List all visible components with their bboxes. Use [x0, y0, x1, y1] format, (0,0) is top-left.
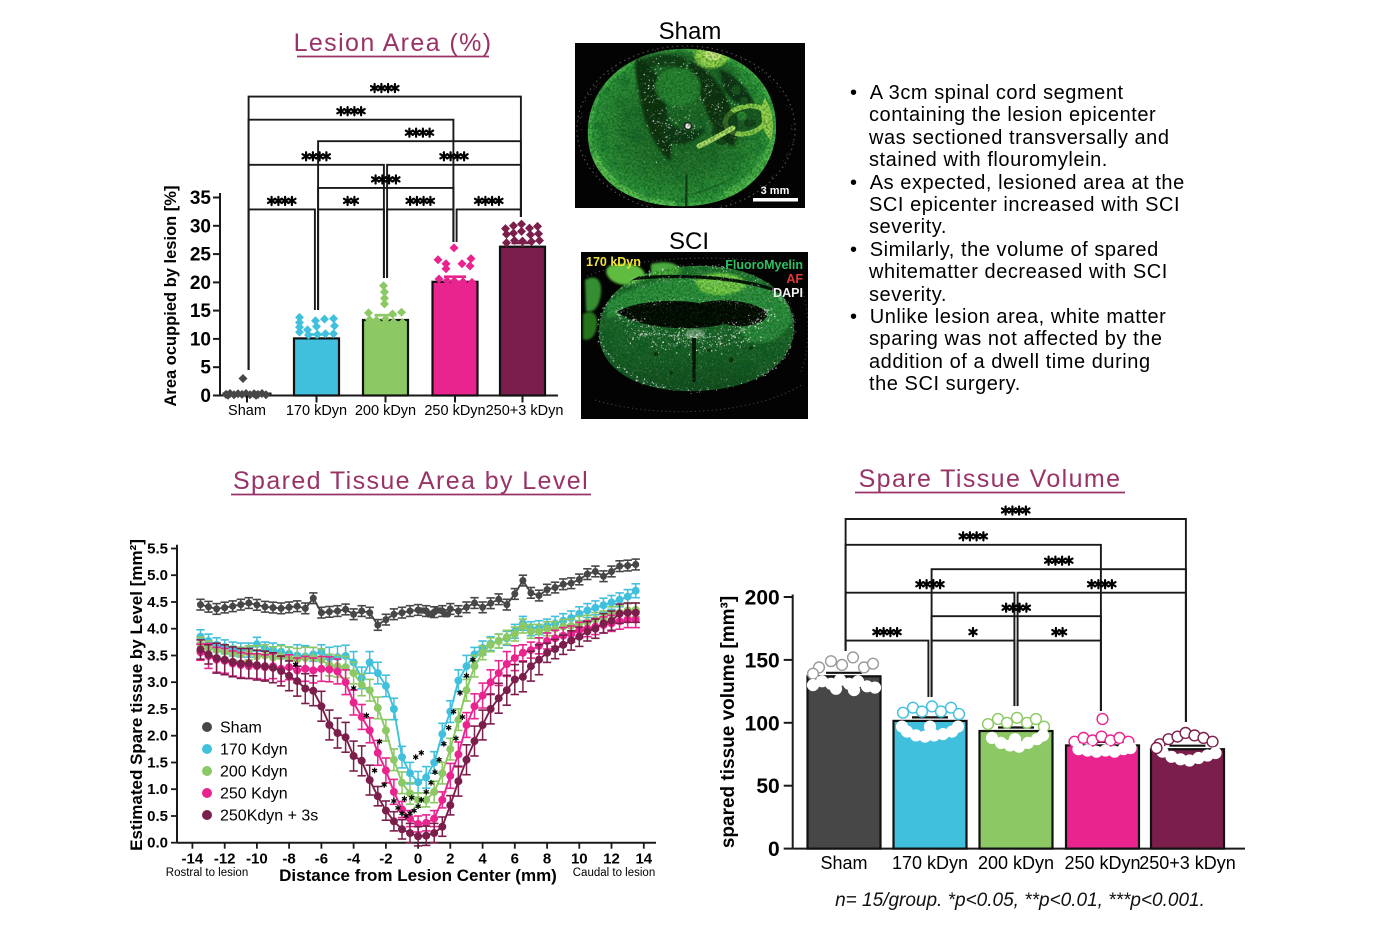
- svg-text:10: 10: [190, 329, 211, 350]
- svg-text:Area ocuppied by lesion [%]: Area ocuppied by lesion [%]: [162, 186, 180, 407]
- svg-text:250 kDyn: 250 kDyn: [1064, 853, 1140, 873]
- svg-text:25: 25: [190, 245, 212, 266]
- svg-text:5.0: 5.0: [147, 567, 168, 584]
- svg-text:5.5: 5.5: [147, 541, 168, 558]
- svg-text:-12: -12: [214, 851, 236, 868]
- svg-text:n= 15/group. *p<0.05, **p<0.01: n= 15/group. *p<0.05, **p<0.01, ***p<0.0…: [835, 890, 1205, 911]
- svg-text:150: 150: [745, 649, 780, 672]
- svg-text:200: 200: [745, 587, 780, 610]
- svg-text:3 mm: 3 mm: [761, 185, 790, 197]
- svg-text:0: 0: [768, 838, 780, 861]
- svg-text:6: 6: [511, 851, 519, 868]
- svg-text:8: 8: [543, 851, 551, 868]
- svg-text:2.0: 2.0: [147, 728, 168, 745]
- svg-text:200 kDyn: 200 kDyn: [355, 403, 416, 419]
- svg-text:20: 20: [190, 273, 211, 294]
- svg-text:4: 4: [478, 851, 487, 868]
- svg-text:Spare Tissue Volume: Spare Tissue Volume: [859, 465, 1122, 493]
- svg-text:Sham: Sham: [820, 853, 867, 873]
- svg-text:Estimated Spare tissue by Leve: Estimated Spare tissue by Level [mm²]: [127, 539, 146, 851]
- svg-text:35: 35: [190, 188, 212, 209]
- svg-text:12: 12: [603, 851, 620, 868]
- svg-text:Sham: Sham: [659, 18, 722, 45]
- svg-text:3.0: 3.0: [147, 674, 168, 691]
- svg-text:4.0: 4.0: [147, 621, 168, 638]
- svg-text:Distance from Lesion Center (m: Distance from Lesion Center (mm): [279, 866, 557, 885]
- svg-text:170 kDyn: 170 kDyn: [892, 853, 968, 873]
- svg-text:250+3 kDyn: 250+3 kDyn: [486, 403, 564, 419]
- svg-text:200 Kdyn: 200 Kdyn: [220, 764, 288, 781]
- svg-text:0.5: 0.5: [147, 808, 168, 825]
- svg-text:3.5: 3.5: [147, 648, 168, 665]
- svg-text:100: 100: [745, 712, 780, 735]
- svg-text:DAPI: DAPI: [773, 286, 803, 300]
- svg-text:-8: -8: [282, 851, 295, 868]
- svg-text:10: 10: [571, 851, 588, 868]
- svg-text:1.5: 1.5: [147, 755, 168, 772]
- svg-text:50: 50: [756, 775, 779, 798]
- svg-text:Lesion Area (%): Lesion Area (%): [294, 29, 493, 57]
- svg-text:250 kDyn: 250 kDyn: [424, 403, 485, 419]
- svg-text:Caudal to lesion: Caudal to lesion: [573, 867, 655, 879]
- svg-text:-6: -6: [315, 851, 328, 868]
- svg-text:0.0: 0.0: [147, 835, 168, 852]
- svg-text:-10: -10: [246, 851, 268, 868]
- svg-text:30: 30: [190, 216, 211, 237]
- svg-text:SCI: SCI: [669, 228, 709, 255]
- svg-text:-4: -4: [347, 851, 361, 868]
- svg-text:0: 0: [414, 851, 422, 868]
- svg-text:250+3 kDyn: 250+3 kDyn: [1139, 853, 1236, 873]
- svg-text:Spared Tissue Area by Level: Spared Tissue Area by Level: [233, 467, 589, 495]
- svg-text:170 kDyn: 170 kDyn: [586, 255, 641, 269]
- svg-text:Rostral to lesion: Rostral to lesion: [166, 867, 248, 879]
- svg-text:250 Kdyn: 250 Kdyn: [220, 786, 288, 803]
- svg-text:14: 14: [635, 851, 652, 868]
- svg-text:200 kDyn: 200 kDyn: [978, 853, 1054, 873]
- svg-text:spared tissue volume [mm³]: spared tissue volume [mm³]: [718, 596, 739, 848]
- svg-text:5: 5: [200, 358, 211, 379]
- svg-text:0: 0: [200, 386, 211, 407]
- svg-text:4.5: 4.5: [147, 594, 168, 611]
- svg-text:-2: -2: [379, 851, 392, 868]
- svg-text:-14: -14: [182, 851, 204, 868]
- svg-text:1.0: 1.0: [147, 781, 168, 798]
- svg-text:FluoroMyelin: FluoroMyelin: [725, 258, 803, 272]
- svg-text:250Kdyn + 3s: 250Kdyn + 3s: [220, 808, 318, 825]
- svg-text:AF: AF: [786, 272, 803, 286]
- svg-text:2: 2: [446, 851, 454, 868]
- svg-text:Sham: Sham: [220, 720, 262, 737]
- svg-text:170 Kdyn: 170 Kdyn: [220, 742, 288, 759]
- svg-text:170 kDyn: 170 kDyn: [286, 403, 347, 419]
- svg-text:2.5: 2.5: [147, 701, 168, 718]
- svg-text:15: 15: [190, 301, 212, 322]
- svg-text:Sham: Sham: [228, 403, 266, 419]
